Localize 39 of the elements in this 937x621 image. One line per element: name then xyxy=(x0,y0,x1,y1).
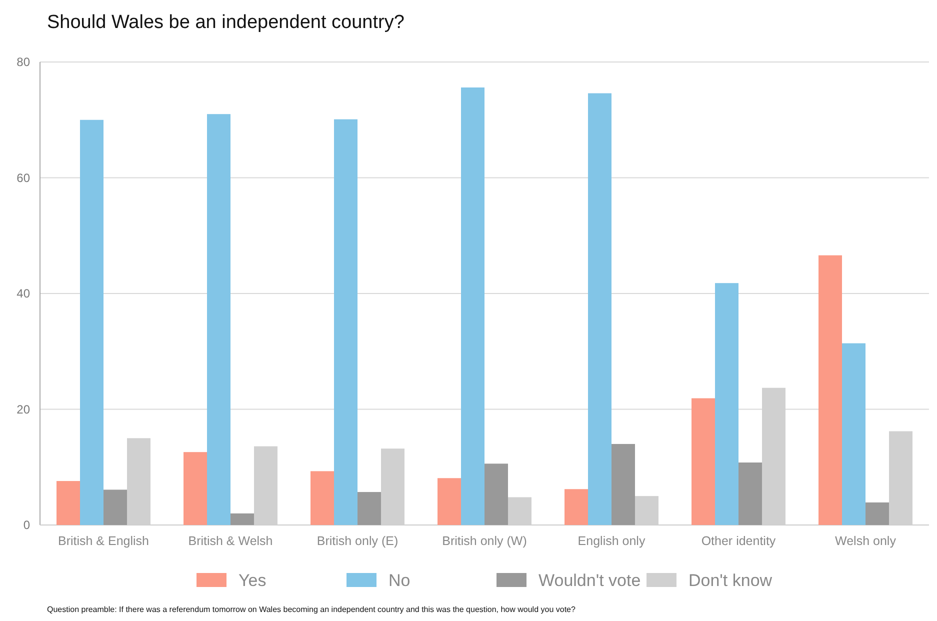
x-tick-label: British only (E) xyxy=(316,534,398,548)
y-tick-label: 20 xyxy=(16,402,30,416)
bar xyxy=(56,481,80,525)
bar xyxy=(866,502,889,525)
bar xyxy=(207,114,230,525)
bar xyxy=(484,464,508,525)
x-tick-label: British & Welsh xyxy=(188,534,273,548)
bar xyxy=(842,343,866,525)
legend-label: Yes xyxy=(238,570,266,590)
bar xyxy=(715,283,738,525)
y-tick-label: 40 xyxy=(16,286,30,301)
bar xyxy=(230,513,254,525)
bar xyxy=(438,478,462,525)
chart-title: Should Wales be an independent country? xyxy=(47,12,404,33)
y-tick-label: 0 xyxy=(23,518,30,532)
bar xyxy=(310,471,334,525)
bar xyxy=(588,93,612,525)
bar xyxy=(612,444,635,525)
bar xyxy=(461,87,484,525)
x-tick-label: Welsh only xyxy=(835,534,897,548)
bar xyxy=(80,120,104,525)
bar xyxy=(564,489,588,525)
bar xyxy=(334,119,358,525)
legend-label: No xyxy=(388,570,410,590)
bar xyxy=(358,492,381,525)
legend-label: Wouldn't vote xyxy=(538,570,641,590)
legend-label: Don't know xyxy=(688,570,773,590)
x-tick-label: British & English xyxy=(58,534,150,548)
x-tick-label: Other identity xyxy=(701,534,776,548)
bar xyxy=(692,398,716,525)
text: Question preamble: If there was a referendum tomorrow on Wales becoming an independent country and this was the question, how would you vote? xyxy=(47,605,576,614)
bar xyxy=(184,452,208,525)
y-tick-label: 80 xyxy=(16,55,30,70)
x-tick-label: English only xyxy=(578,534,646,548)
x-tick-label: British only (W) xyxy=(442,534,527,548)
y-tick-label: 60 xyxy=(16,170,30,185)
bar xyxy=(104,490,127,525)
bar xyxy=(818,255,842,525)
bar xyxy=(738,462,762,525)
